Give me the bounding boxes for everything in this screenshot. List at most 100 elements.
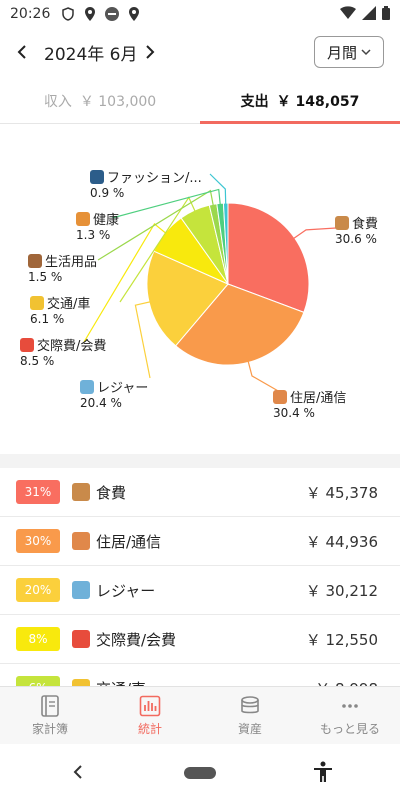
prev-month-button[interactable] <box>10 40 34 64</box>
system-home-button[interactable] <box>184 767 216 779</box>
leader-line-6 <box>111 188 222 219</box>
leader-line-5 <box>97 189 215 261</box>
slice-label-7-name: ファッション/... <box>107 171 202 186</box>
location-icon <box>126 6 142 22</box>
back-arrow-icon <box>73 765 82 779</box>
bottom-navigation: 家計簿 統計 資産 もっと見る <box>0 686 400 744</box>
slice-label-1-name: 住居/通信 <box>290 391 347 406</box>
chair-icon <box>28 254 42 268</box>
nav-household-book[interactable]: 家計簿 <box>0 687 100 744</box>
percent-badge: 31% <box>16 480 60 504</box>
leader-line-0 <box>289 227 337 242</box>
house-icon <box>72 532 90 550</box>
accessibility-icon <box>314 761 332 782</box>
accessibility-button[interactable] <box>312 760 334 784</box>
period-label: 月間 <box>326 43 357 62</box>
percent-badge: 8% <box>16 627 60 651</box>
chevron-left-icon <box>17 45 26 59</box>
nav-statistics[interactable]: 統計 <box>100 687 200 744</box>
percent-badge: 20% <box>16 578 60 602</box>
nav-label: 家計簿 <box>31 721 68 736</box>
leader-line-3 <box>83 222 171 343</box>
more-icon <box>342 703 358 708</box>
taxi-icon <box>30 296 44 310</box>
tab-income-label: 収入 <box>43 93 72 110</box>
slice-label-7-value: 0.9 % <box>90 186 125 200</box>
category-list: 31% 食費 ￥ 45,378 30% 住居/通信 ￥ 44,936 20% レ… <box>0 468 400 713</box>
slice-label-7: ファッション/... 0.9 % <box>90 170 202 201</box>
category-amount: ￥ 45,378 <box>305 483 378 502</box>
category-name: レジャー <box>96 581 156 600</box>
person-icon <box>76 212 90 226</box>
pie-chart-svg <box>83 173 337 393</box>
slice-label-2-value: 20.4 % <box>80 396 122 410</box>
coat-icon <box>90 170 104 184</box>
list-item[interactable]: 30% 住居/通信 ￥ 44,936 <box>0 517 400 566</box>
coins-icon <box>241 695 259 713</box>
location-icon <box>82 6 98 22</box>
percent-badge: 30% <box>16 529 60 553</box>
tab-income[interactable]: 収入 ￥ 103,000 <box>0 78 200 123</box>
list-item[interactable]: 8% 交際費/会費 ￥ 12,550 <box>0 615 400 664</box>
slice-label-2: レジャー 20.4 % <box>80 380 148 411</box>
slice-label-4: 交通/車 6.1 % <box>30 296 90 327</box>
battery-icon <box>382 6 390 24</box>
bar-chart-icon <box>139 695 161 716</box>
book-icon <box>41 694 59 717</box>
leader-line-1 <box>246 356 281 393</box>
nav-label: 資産 <box>237 721 262 736</box>
list-item[interactable]: 31% 食費 ￥ 45,378 <box>0 468 400 517</box>
category-name: 住居/通信 <box>96 532 162 551</box>
picture-icon <box>80 380 94 394</box>
tab-expense-amount: ￥ 148,057 <box>276 93 360 110</box>
slice-label-6: 健康 1.3 % <box>76 212 119 243</box>
category-amount: ￥ 12,550 <box>305 630 378 649</box>
slice-label-4-value: 6.1 % <box>30 312 65 326</box>
tab-expense[interactable]: 支出 ￥ 148,057 <box>200 78 400 124</box>
picture-icon <box>72 581 90 599</box>
section-divider <box>0 454 400 468</box>
status-time: 20:26 <box>10 6 51 22</box>
period-select[interactable]: 月間 <box>314 36 384 68</box>
status-right <box>340 6 390 24</box>
income-expense-tabs: 収入 ￥ 103,000 支出 ￥ 148,057 <box>0 78 400 124</box>
system-navigation-bar <box>0 744 400 800</box>
tab-expense-label: 支出 <box>240 93 269 110</box>
chevron-down-icon <box>361 49 371 56</box>
slice-label-6-value: 1.3 % <box>76 228 111 242</box>
ramen-icon <box>72 483 90 501</box>
month-title: 2024年 6月 <box>44 45 138 65</box>
slice-label-5: 生活用品 1.5 % <box>28 254 97 285</box>
shield-icon <box>60 6 76 22</box>
category-name: 交際費/会費 <box>96 630 177 649</box>
slice-label-5-name: 生活用品 <box>45 255 98 270</box>
slice-label-2-name: レジャー <box>97 381 149 396</box>
slice-label-3: 交際費/会費 8.5 % <box>20 338 106 369</box>
list-item[interactable]: 20% レジャー ￥ 30,212 <box>0 566 400 615</box>
ramen-icon <box>335 216 349 230</box>
house-icon <box>273 390 287 404</box>
slice-label-0: 食費 30.6 % <box>335 216 378 247</box>
system-back-button[interactable] <box>68 762 88 782</box>
slice-label-1-value: 30.4 % <box>273 406 315 420</box>
nav-more[interactable]: もっと見る <box>300 687 400 744</box>
nav-label: 統計 <box>137 721 162 736</box>
slice-label-5-value: 1.5 % <box>28 270 63 284</box>
slice-label-1: 住居/通信 30.4 % <box>273 390 346 421</box>
slice-label-3-value: 8.5 % <box>20 354 55 368</box>
next-month-button[interactable] <box>138 40 162 64</box>
status-bar: 20:26 <box>0 0 400 28</box>
slice-label-6-name: 健康 <box>93 213 120 228</box>
slice-label-0-value: 30.6 % <box>335 232 377 246</box>
slice-label-0-name: 食費 <box>352 217 379 232</box>
chevron-right-icon <box>146 45 155 59</box>
tab-income-amount: ￥ 103,000 <box>79 93 157 110</box>
wifi-icon <box>340 6 356 24</box>
leader-line-7 <box>209 173 227 210</box>
header: 2024年 6月 月間 <box>0 28 400 78</box>
nav-assets[interactable]: 資産 <box>200 687 300 744</box>
expense-pie-chart: 食費 30.6 % 住居/通信 30.4 % レジャー 20.4 % 交際費/会… <box>0 124 400 454</box>
nav-label: もっと見る <box>319 721 380 736</box>
gift-icon <box>72 630 90 648</box>
